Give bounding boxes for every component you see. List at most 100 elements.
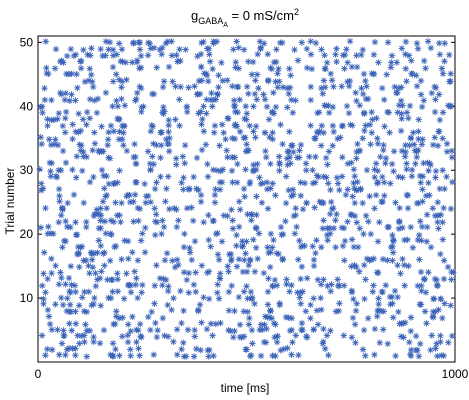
spike-marker <box>252 134 259 141</box>
spike-marker <box>193 154 201 162</box>
spike-marker <box>111 243 118 251</box>
spike-marker <box>402 319 409 326</box>
spike-marker <box>351 321 359 328</box>
spike-marker <box>390 249 397 256</box>
spike-marker <box>352 307 360 314</box>
spike-marker <box>348 63 356 71</box>
spike-marker <box>349 314 357 322</box>
spike-marker <box>214 289 221 296</box>
spike-marker <box>230 334 237 341</box>
y-tick-label: 50 <box>20 35 34 49</box>
spike-marker <box>37 134 44 141</box>
spike-marker <box>253 211 260 219</box>
spike-marker <box>409 244 417 251</box>
spike-marker <box>356 225 363 232</box>
spike-marker <box>103 205 110 212</box>
spike-marker <box>258 199 266 206</box>
spike-marker <box>83 108 91 116</box>
spike-marker <box>214 251 222 258</box>
spike-marker <box>86 115 93 122</box>
spike-marker <box>291 46 298 53</box>
spike-marker <box>127 346 134 353</box>
spike-marker <box>338 83 345 90</box>
spike-marker <box>299 288 306 295</box>
spike-marker <box>326 210 334 218</box>
spike-marker <box>211 122 219 129</box>
spike-marker <box>348 236 356 243</box>
spike-marker <box>389 243 396 250</box>
spike-marker <box>368 108 375 116</box>
spike-marker <box>401 236 408 244</box>
spike-marker <box>133 57 141 64</box>
spike-marker <box>435 306 442 313</box>
spike-marker <box>421 276 428 283</box>
spike-marker <box>444 263 452 271</box>
spike-marker <box>45 223 52 230</box>
spike-marker <box>72 320 80 327</box>
spike-marker <box>344 186 351 193</box>
spike-marker <box>303 45 311 53</box>
spike-marker <box>182 46 189 53</box>
spike-marker <box>190 217 197 224</box>
spike-marker <box>235 293 243 301</box>
spike-marker <box>361 261 368 269</box>
spike-marker <box>310 262 318 270</box>
spike-marker <box>316 198 323 205</box>
spike-marker <box>284 344 291 352</box>
spike-marker <box>153 333 161 341</box>
spike-marker <box>277 223 285 231</box>
spike-marker <box>252 77 259 84</box>
spike-marker <box>42 38 49 45</box>
spike-marker <box>48 116 55 124</box>
spike-marker <box>412 160 419 167</box>
spike-marker <box>58 274 65 282</box>
spike-marker <box>418 103 426 111</box>
spike-marker <box>64 295 71 302</box>
spike-marker <box>153 179 160 186</box>
spike-marker <box>277 121 284 128</box>
spike-marker <box>267 230 275 238</box>
spike-marker <box>39 282 46 289</box>
spike-marker <box>116 212 123 219</box>
spike-marker <box>61 96 69 104</box>
spike-marker <box>233 123 241 130</box>
spike-marker <box>95 237 102 244</box>
spike-marker <box>375 300 382 308</box>
spike-marker <box>298 39 305 46</box>
spike-marker <box>363 83 370 90</box>
spike-marker <box>113 51 120 58</box>
spike-marker <box>293 223 300 231</box>
spike-marker <box>52 301 59 308</box>
spike-marker <box>243 238 250 245</box>
spike-marker <box>372 160 380 167</box>
spike-marker <box>324 282 331 290</box>
spike-marker <box>389 232 396 239</box>
spike-marker <box>62 281 69 288</box>
spike-marker <box>38 103 46 110</box>
spike-marker <box>244 211 251 218</box>
spike-marker <box>154 327 161 334</box>
spike-marker <box>230 102 238 110</box>
spike-marker <box>209 332 216 339</box>
spike-marker <box>287 72 294 79</box>
spike-marker <box>341 65 348 72</box>
spike-marker <box>317 294 324 302</box>
spike-marker <box>408 173 416 180</box>
spike-marker <box>424 38 432 45</box>
spike-marker <box>184 326 192 333</box>
spike-marker <box>270 320 278 327</box>
spike-marker <box>186 249 194 256</box>
spike-marker <box>233 231 240 239</box>
spike-marker <box>79 116 87 123</box>
spike-marker <box>307 122 314 129</box>
spike-marker <box>236 321 244 328</box>
spike-marker <box>422 289 430 296</box>
spike-marker <box>245 321 253 328</box>
spike-marker <box>407 134 415 141</box>
spike-marker <box>117 218 124 226</box>
chart-title: gGABAA = 0 mS/cm2 <box>191 7 299 29</box>
spike-marker <box>234 160 241 168</box>
spike-marker <box>332 308 340 315</box>
spike-marker <box>36 166 43 173</box>
spike-marker <box>410 141 418 148</box>
